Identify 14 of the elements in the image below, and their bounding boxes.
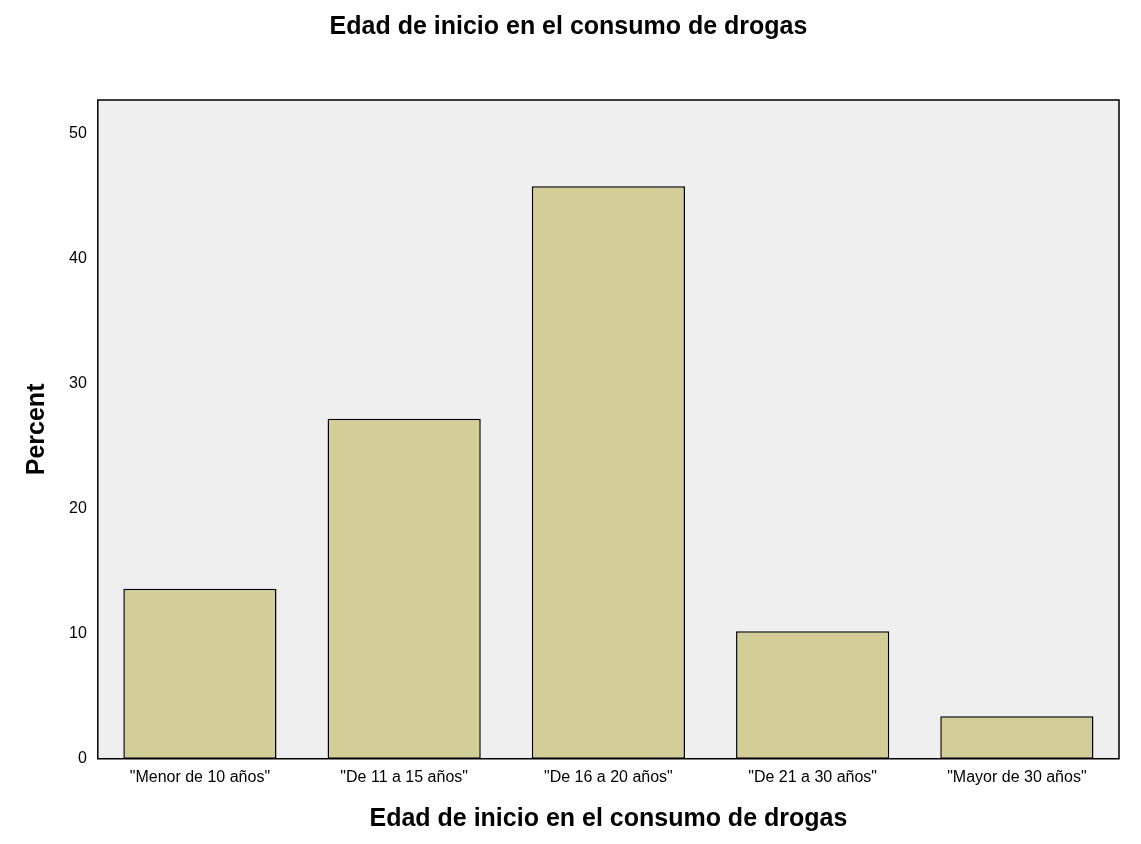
x-tick-label: "De 16 a 20 años" xyxy=(544,767,673,785)
x-axis-title: Edad de inicio en el consumo de drogas xyxy=(369,802,848,831)
x-tick-label: "De 11 a 15 años" xyxy=(340,767,468,785)
y-axis-title: Percent xyxy=(20,382,49,476)
y-tick-label: 0 xyxy=(77,749,87,767)
y-tick-label: 20 xyxy=(69,499,87,517)
x-tick-label: "Menor de 10 años" xyxy=(129,767,271,785)
chart-title: Edad de inicio en el consumo de drogas xyxy=(329,10,808,39)
y-tick-label: 40 xyxy=(69,249,87,267)
y-tick-label: 30 xyxy=(69,374,87,392)
y-tick-label: 10 xyxy=(69,624,87,642)
y-tick-label: 50 xyxy=(69,124,87,142)
x-tick-label: "De 21 a 30 años" xyxy=(748,767,878,785)
x-tick-label: "Mayor de 30 años" xyxy=(947,767,1087,785)
